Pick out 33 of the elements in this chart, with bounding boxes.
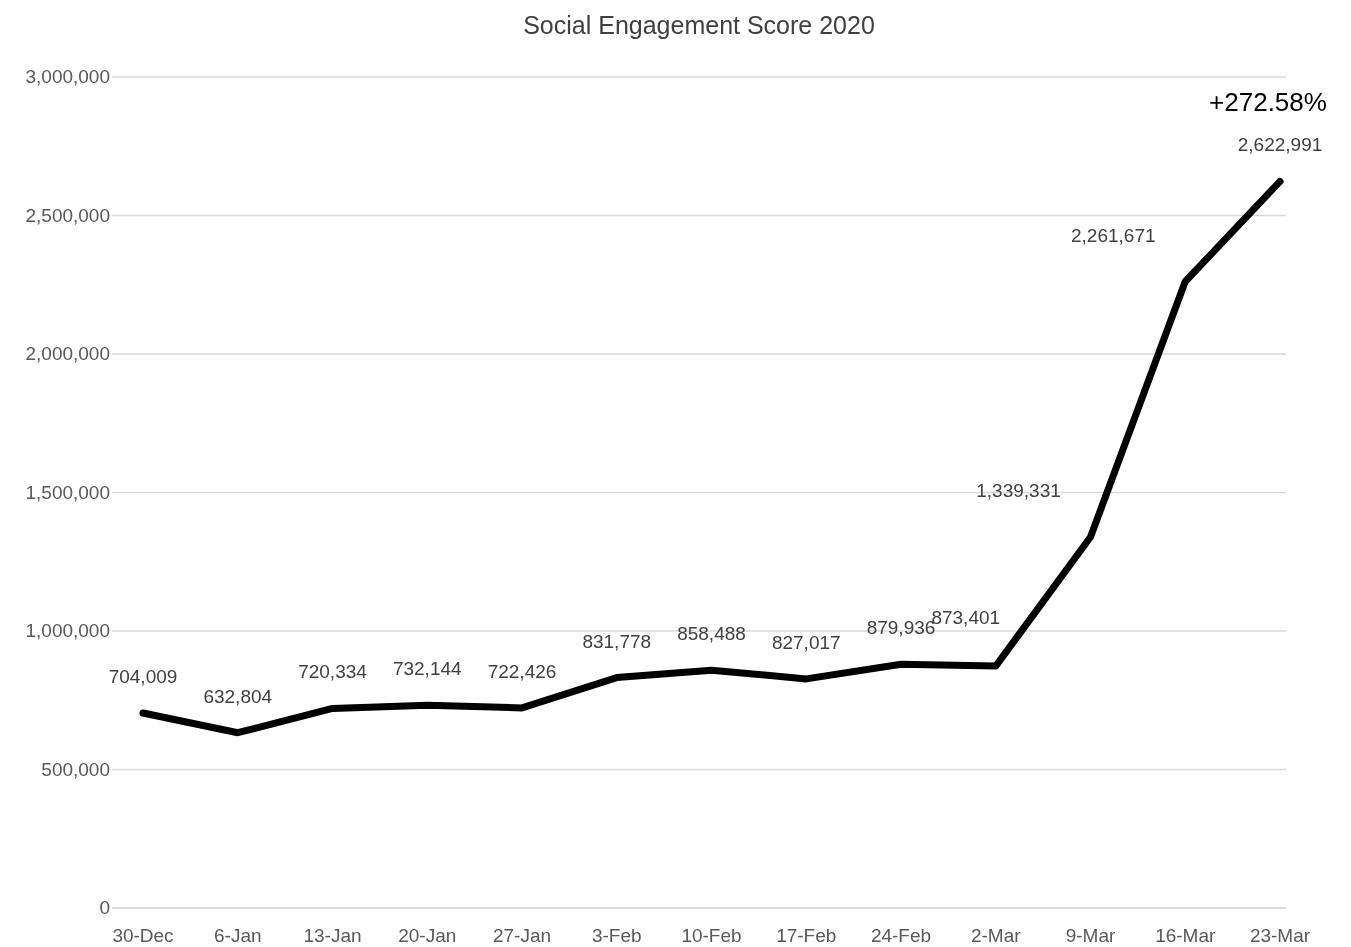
y-tick-label: 500,000 — [41, 758, 110, 780]
x-tick-label: 13-Jan — [303, 925, 362, 946]
y-tick-label: 2,000,000 — [25, 343, 110, 364]
data-label: 827,017 — [771, 631, 841, 653]
y-tick-label: 1,000,000 — [25, 620, 110, 641]
x-tick-label: 27-Jan — [492, 925, 552, 946]
x-tick-label: 20-Jan — [398, 925, 457, 946]
x-tick-label: 10-Feb — [681, 925, 742, 946]
data-label: 831,778 — [582, 630, 652, 652]
y-tick-label: 3,000,000 — [25, 66, 110, 87]
y-tick-label: 2,500,000 — [25, 204, 110, 226]
y-tick-label: 0 — [99, 897, 110, 918]
data-label: 1,339,331 — [976, 480, 1061, 502]
x-tick-label: 16-Mar — [1155, 925, 1217, 946]
x-tick-label: 23-Mar — [1249, 925, 1311, 946]
x-tick-label: 17-Feb — [776, 925, 837, 946]
x-tick-label: 6-Jan — [213, 925, 262, 946]
data-label: 632,804 — [203, 685, 273, 707]
data-label: 720,334 — [298, 661, 368, 683]
chart-title: Social Engagement Score 2020 — [523, 11, 875, 39]
x-tick-label: 30-Dec — [112, 925, 174, 946]
x-tick-label: 24-Feb — [870, 925, 932, 946]
data-label: 2,261,671 — [1070, 224, 1156, 246]
y-tick-label: 1,500,000 — [25, 481, 110, 503]
data-label: 732,144 — [392, 658, 463, 680]
data-label: 704,009 — [108, 665, 178, 687]
data-label: 2,622,991 — [1237, 134, 1323, 156]
data-label: 722,426 — [487, 660, 557, 682]
x-tick-label: 3-Feb — [591, 925, 642, 946]
annotation: +272.58% — [1209, 87, 1327, 118]
data-label: 858,488 — [677, 623, 746, 645]
x-tick-label: 9-Mar — [1065, 925, 1116, 946]
x-tick-label: 2-Mar — [970, 925, 1022, 946]
